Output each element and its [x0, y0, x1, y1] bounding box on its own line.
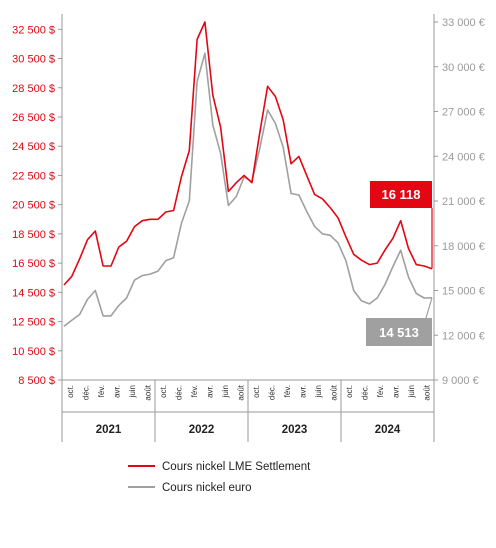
month-tick-label: août — [329, 384, 338, 400]
callout-value-euro: 14 513 — [379, 325, 419, 340]
right-tick-label: 9 000 € — [442, 375, 479, 387]
year-label: 2021 — [96, 424, 122, 436]
year-label: 2023 — [282, 424, 308, 436]
right-tick-label: 12 000 € — [442, 330, 485, 342]
month-tick-label: déc. — [267, 385, 276, 400]
legend-label-euro: Cours nickel euro — [162, 482, 251, 494]
year-label: 2022 — [189, 424, 215, 436]
left-axis: 8 500 $ 10 500 $ 12 500 $ 14 500 $ 16 500 $ 1… — [12, 14, 63, 387]
month-tick-label: juin — [407, 385, 416, 398]
left-tick-label: 12 500 $ — [12, 317, 55, 329]
month-tick-label: déc. — [81, 385, 90, 400]
right-tick-label: 27 000 € — [442, 107, 485, 119]
right-axis: 9 000 € 12 000 € 15 000 € 18 000 € 21 000 € 2… — [433, 14, 485, 387]
left-tick-label: 24 500 $ — [12, 141, 55, 153]
month-tick-label: déc. — [360, 385, 369, 400]
left-tick-label: 10 500 $ — [12, 346, 55, 358]
callouts: 16 118 14 513 — [366, 181, 433, 346]
month-tick-label: avr. — [391, 385, 400, 398]
callout-leader-euro — [425, 297, 433, 319]
series-lines — [63, 21, 433, 327]
left-tick-label: 8 500 $ — [18, 375, 55, 387]
x-axis: oct. déc. fév. avr. juin août oct. déc. fév. avr.… — [61, 379, 435, 442]
right-tick-label: 18 000 € — [442, 241, 485, 253]
month-tick-label: août — [422, 384, 431, 400]
month-tick-label: juin — [221, 385, 230, 398]
left-tick-label: 22 500 $ — [12, 170, 55, 182]
month-tick-label: août — [143, 384, 152, 400]
month-tick-label: avr. — [298, 385, 307, 398]
month-tick-label: oct. — [159, 385, 168, 398]
month-tick-label: oct. — [345, 385, 354, 398]
month-tick-label: avr. — [112, 385, 121, 398]
left-tick-label: 30 500 $ — [12, 54, 55, 66]
right-tick-label: 30 000 € — [442, 62, 485, 74]
series-line-lme — [63, 21, 433, 286]
month-tick-label: oct. — [66, 385, 75, 398]
left-tick-label: 18 500 $ — [12, 229, 55, 241]
month-tick-label: août — [236, 384, 245, 400]
month-tick-label: fév. — [97, 385, 106, 397]
left-tick-label: 20 500 $ — [12, 200, 55, 212]
left-tick-label: 14 500 $ — [12, 287, 55, 299]
right-tick-label: 24 000 € — [442, 151, 485, 163]
left-tick-label: 32 500 $ — [12, 24, 55, 36]
legend-label-lme: Cours nickel LME Settlement — [162, 461, 311, 473]
left-tick-label: 16 500 $ — [12, 258, 55, 270]
month-tick-label: fév. — [190, 385, 199, 397]
callout-box-lme — [370, 181, 432, 208]
month-tick-label: avr. — [205, 385, 214, 398]
legend: Cours nickel LME Settlement Cours nickel… — [128, 461, 311, 494]
month-tick-label: oct. — [252, 385, 261, 398]
month-tick-label: fév. — [376, 385, 385, 397]
right-tick-label: 15 000 € — [442, 286, 485, 298]
callout-box-euro — [366, 318, 432, 346]
callout-value-lme: 16 118 — [381, 187, 420, 202]
left-tick-label: 28 500 $ — [12, 83, 55, 95]
right-tick-label: 33 000 € — [442, 17, 485, 29]
month-tick-label: déc. — [174, 385, 183, 400]
month-tick-label: fév. — [283, 385, 292, 397]
month-tick-label: juin — [128, 385, 137, 398]
year-label: 2024 — [375, 424, 401, 436]
left-tick-label: 26 500 $ — [12, 112, 55, 124]
right-tick-label: 21 000 € — [442, 196, 485, 208]
month-tick-label: juin — [314, 385, 323, 398]
